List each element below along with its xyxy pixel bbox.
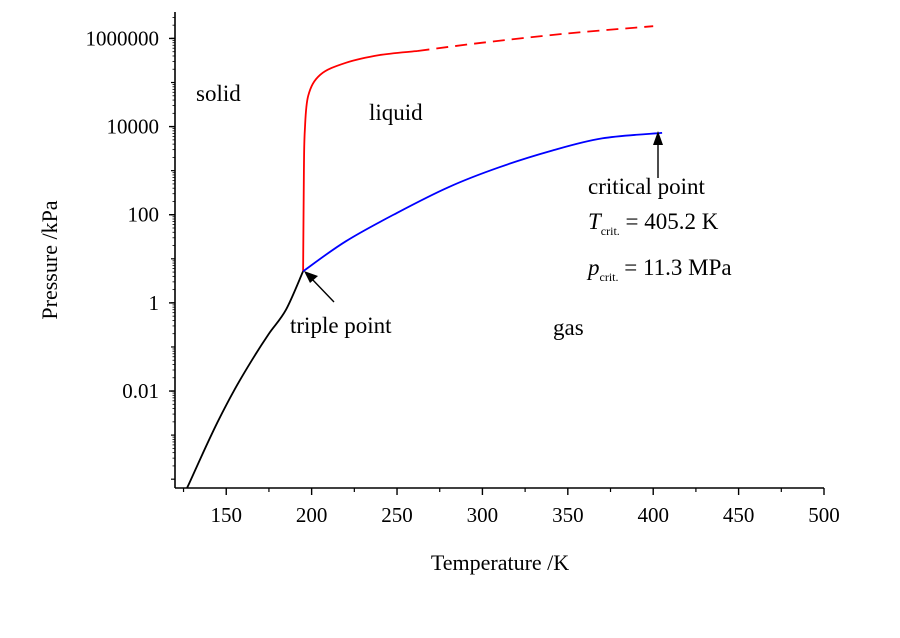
critical-temperature-text: Tcrit. = 405.2 K [588, 209, 719, 238]
y-tick-label: 10000 [107, 115, 160, 139]
annotation-arrows [304, 131, 663, 303]
x-tick-label: 400 [637, 503, 669, 527]
x-tick-label: 200 [296, 503, 328, 527]
critical-pressure-text: pcrit. = 11.3 MPa [586, 255, 732, 284]
p-symbol: p [586, 255, 600, 280]
x-tick-label: 300 [467, 503, 499, 527]
x-tick-label: 150 [210, 503, 242, 527]
y-axis-label: Pressure /kPa [37, 200, 62, 319]
p-value: = 11.3 MPa [619, 255, 732, 280]
region-label-solid: solid [196, 81, 241, 106]
labels: Temperature /K Pressure /kPa solid liqui… [37, 81, 732, 575]
region-label-liquid: liquid [369, 100, 423, 125]
critical-point-arrowhead [653, 131, 663, 145]
t-subscript: crit. [601, 224, 620, 238]
y-tick-label: 1000000 [86, 26, 160, 50]
x-tick-label: 350 [552, 503, 584, 527]
curve-vaporization [302, 132, 663, 273]
y-tick-label: 1 [149, 291, 160, 315]
curve-melting [302, 50, 418, 272]
t-value: = 405.2 K [620, 209, 719, 234]
triple-point-arrow-shaft [310, 277, 335, 303]
axes: 150 200 250 300 350 400 450 500 0.01 1 100 10000 100… [86, 12, 840, 527]
curves [186, 25, 663, 489]
x-tick-label: 250 [381, 503, 413, 527]
y-tick-label: 0.01 [122, 379, 159, 403]
triple-point-arrowhead [304, 271, 318, 283]
critical-point-label: critical point [588, 174, 705, 199]
x-tick-label: 450 [723, 503, 755, 527]
p-subscript: crit. [600, 270, 619, 284]
x-tick-label: 500 [808, 503, 840, 527]
curve-sublimation [186, 270, 304, 489]
y-tick-label: 100 [128, 203, 160, 227]
x-axis-label: Temperature /K [431, 550, 569, 575]
triple-point-label: triple point [290, 313, 392, 338]
region-label-gas: gas [553, 315, 584, 340]
t-symbol: T [588, 209, 603, 234]
curve-melting-extrapolated [417, 25, 654, 52]
